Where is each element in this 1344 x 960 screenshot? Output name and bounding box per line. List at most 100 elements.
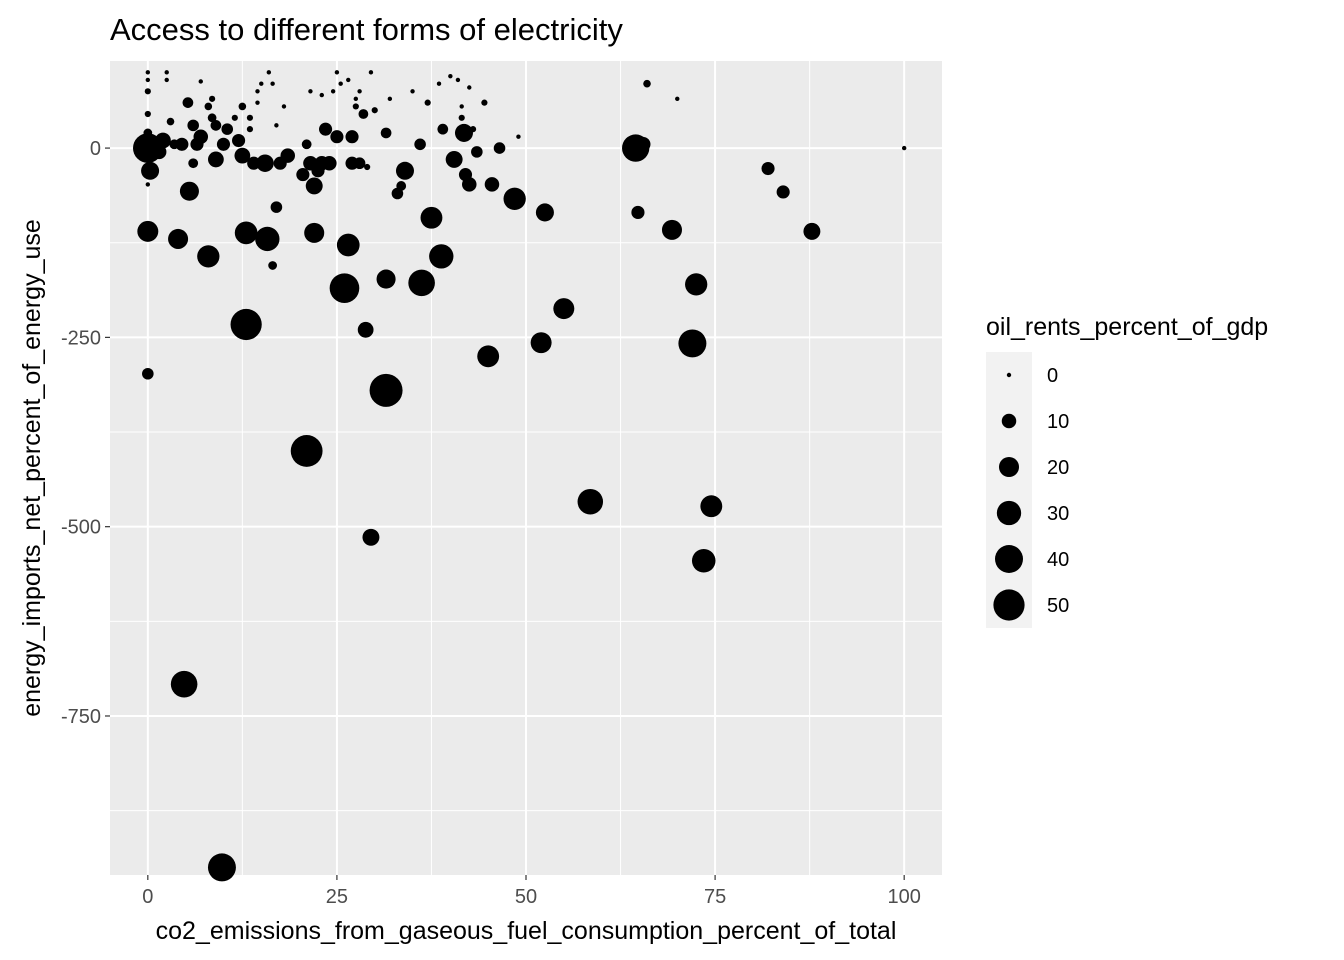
data-point bbox=[353, 157, 366, 170]
data-point bbox=[168, 228, 189, 249]
data-point bbox=[141, 149, 155, 163]
data-point bbox=[175, 137, 189, 151]
data-point bbox=[368, 70, 374, 75]
legend-label: 20 bbox=[1047, 457, 1069, 479]
data-point bbox=[144, 110, 151, 118]
x-tick-label: 0 bbox=[142, 886, 153, 908]
data-point bbox=[345, 130, 359, 144]
data-point bbox=[246, 114, 254, 121]
data-point bbox=[330, 89, 336, 94]
data-point bbox=[454, 123, 473, 142]
data-point bbox=[516, 134, 521, 139]
x-axis-ticks: 0 25 50 75 100 bbox=[142, 875, 921, 908]
data-point bbox=[268, 261, 277, 270]
legend-key bbox=[1006, 372, 1012, 378]
y-tick-label: -250 bbox=[61, 327, 101, 349]
x-tick-label: 50 bbox=[515, 886, 537, 908]
legend-title: oil_rents_percent_of_gdp bbox=[986, 313, 1268, 341]
data-point bbox=[484, 177, 500, 192]
data-point bbox=[380, 127, 392, 139]
data-point bbox=[270, 81, 275, 86]
data-point bbox=[274, 123, 279, 128]
data-point bbox=[358, 109, 369, 119]
data-point bbox=[336, 233, 360, 257]
data-point bbox=[207, 853, 236, 882]
data-point bbox=[308, 89, 313, 94]
data-point bbox=[255, 226, 280, 252]
data-point bbox=[661, 219, 682, 240]
x-tick-label: 25 bbox=[326, 886, 348, 908]
data-point bbox=[232, 133, 246, 148]
data-point bbox=[445, 150, 463, 168]
data-point bbox=[448, 73, 453, 79]
y-axis-title: energy_imports_net_percent_of_energy_use bbox=[18, 219, 46, 717]
data-point bbox=[410, 89, 415, 94]
x-tick-label: 75 bbox=[704, 886, 726, 908]
data-point bbox=[481, 99, 488, 106]
data-point bbox=[530, 332, 552, 354]
data-point bbox=[193, 129, 209, 144]
data-point bbox=[503, 187, 526, 210]
data-point bbox=[357, 89, 362, 94]
legend-key bbox=[996, 500, 1022, 526]
data-point bbox=[577, 488, 604, 515]
data-point bbox=[352, 103, 359, 110]
data-point bbox=[357, 321, 374, 338]
data-point bbox=[301, 139, 312, 150]
legend-key-background bbox=[986, 352, 1032, 628]
data-point bbox=[296, 168, 310, 182]
data-point bbox=[141, 161, 160, 180]
major-gridlines bbox=[110, 61, 942, 875]
data-point bbox=[436, 81, 442, 86]
data-point bbox=[362, 528, 380, 546]
data-point bbox=[535, 203, 554, 222]
data-point bbox=[164, 77, 169, 83]
data-point bbox=[469, 126, 477, 133]
data-point bbox=[429, 244, 454, 269]
data-point bbox=[643, 79, 651, 88]
data-point bbox=[334, 70, 340, 75]
legend-key bbox=[998, 456, 1020, 478]
data-point bbox=[188, 158, 199, 169]
chart-title: Access to different forms of electricity bbox=[110, 12, 623, 47]
data-point bbox=[166, 117, 175, 126]
data-point bbox=[420, 206, 443, 229]
data-point bbox=[776, 185, 790, 199]
data-point bbox=[408, 269, 435, 297]
data-point bbox=[216, 137, 231, 151]
data-point bbox=[477, 345, 500, 368]
data-point bbox=[353, 96, 359, 102]
data-point bbox=[155, 132, 171, 149]
y-axis-ticks: 0 -250 -500 -750 bbox=[61, 138, 110, 728]
data-point bbox=[493, 142, 506, 154]
x-axis-title: co2_emissions_from_gaseous_fuel_consumpt… bbox=[156, 917, 897, 945]
data-point bbox=[280, 148, 295, 163]
data-point bbox=[255, 89, 260, 94]
data-point bbox=[143, 128, 153, 138]
data-point bbox=[471, 146, 483, 158]
data-point bbox=[369, 373, 403, 407]
data-point bbox=[338, 81, 343, 86]
data-point bbox=[371, 107, 378, 114]
data-point bbox=[144, 88, 151, 95]
data-point bbox=[231, 114, 238, 121]
data-point bbox=[145, 70, 151, 75]
data-point bbox=[346, 77, 351, 83]
data-point bbox=[414, 138, 426, 151]
data-point bbox=[691, 548, 716, 573]
data-point bbox=[221, 123, 234, 135]
legend-keys: 0 10 20 30 40 50 bbox=[986, 352, 1069, 628]
legend-label: 50 bbox=[1047, 595, 1069, 617]
data-point bbox=[462, 177, 477, 192]
data-point bbox=[210, 120, 222, 131]
data-point bbox=[230, 308, 262, 341]
data-point bbox=[803, 222, 821, 240]
data-point bbox=[455, 77, 461, 83]
data-point bbox=[387, 96, 393, 102]
data-point bbox=[553, 298, 575, 320]
data-point bbox=[270, 201, 283, 213]
data-point bbox=[305, 177, 323, 195]
legend-key bbox=[1001, 413, 1017, 429]
data-point bbox=[234, 221, 258, 245]
